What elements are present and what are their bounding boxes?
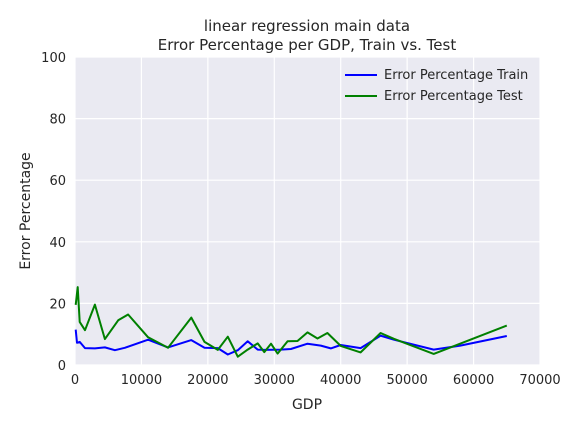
y-tick-label: 80 <box>49 113 66 128</box>
y-tick-label: 0 <box>58 359 66 374</box>
x-tick-label: 40000 <box>320 373 361 388</box>
legend-label-train: Error Percentage Train <box>384 68 528 83</box>
chart-title-line1: linear regression main data <box>204 17 410 35</box>
x-tick-label: 70000 <box>519 373 560 388</box>
legend: Error Percentage Train Error Percentage … <box>345 68 528 104</box>
tick-labels: 0 10000 20000 30000 40000 50000 60000 70000 0 20 4… <box>41 51 561 388</box>
x-tick-label: 0 <box>71 373 79 388</box>
y-tick-label: 60 <box>49 174 66 189</box>
test-series-line <box>74 286 508 358</box>
x-tick-label: 10000 <box>121 373 162 388</box>
grid <box>74 56 541 366</box>
plot-area <box>75 57 540 365</box>
x-tick-label: 20000 <box>187 373 228 388</box>
y-axis-label: Error Percentage <box>18 152 34 269</box>
y-tick-label: 100 <box>41 51 66 66</box>
chart-title-line2: Error Percentage per GDP, Train vs. Test <box>158 36 457 54</box>
y-tick-label: 40 <box>49 236 66 251</box>
x-tick-label: 30000 <box>254 373 295 388</box>
y-tick-label: 20 <box>49 297 66 312</box>
train-series-line <box>74 329 508 356</box>
legend-label-test: Error Percentage Test <box>384 89 523 104</box>
series-lines <box>74 286 508 358</box>
x-tick-label: 60000 <box>453 373 494 388</box>
x-tick-label: 50000 <box>386 373 427 388</box>
x-axis-label: GDP <box>292 397 322 413</box>
